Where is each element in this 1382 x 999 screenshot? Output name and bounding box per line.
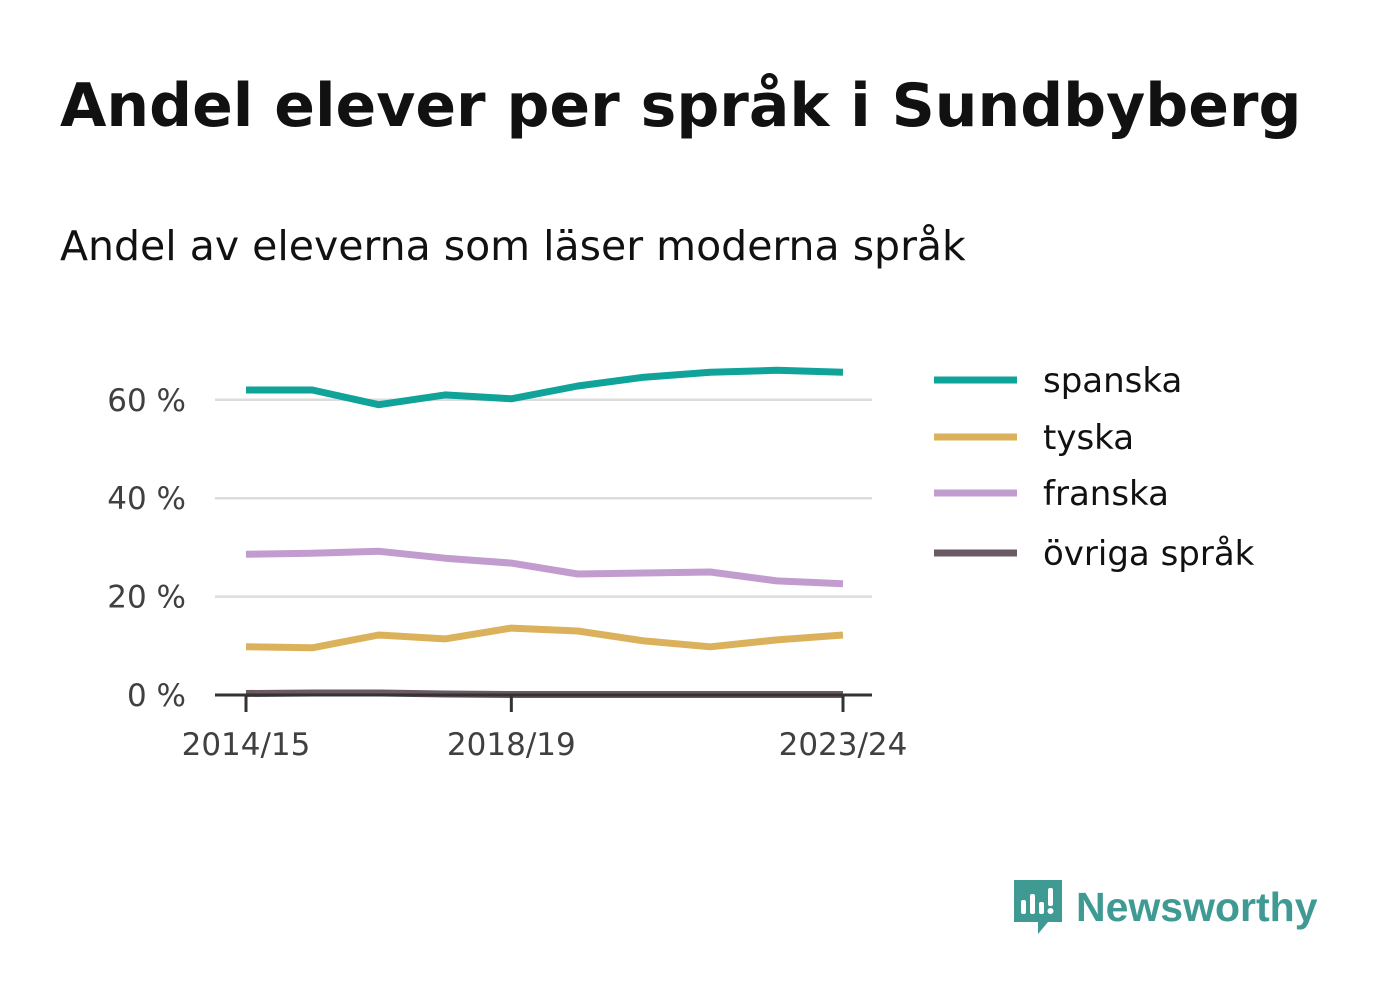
x-tick-label: 2023/24	[779, 727, 908, 763]
x-tick-label: 2014/15	[182, 727, 311, 763]
legend-label: franska	[1043, 474, 1169, 514]
y-tick-label: 60 %	[107, 383, 186, 419]
newsworthy-logo-icon	[1014, 880, 1062, 934]
chart-title: Andel elever per språk i Sundbyberg	[60, 71, 1302, 141]
series-line-tyska	[245, 624, 844, 652]
grid-lines	[215, 398, 872, 598]
legend: spanska tyska franska övriga språk	[934, 361, 1255, 574]
series-line-spanska	[246, 366, 844, 409]
newsworthy-logo: Newsworthy	[1010, 876, 1318, 938]
x-axis: 2014/15 2018/19 2023/24	[182, 693, 908, 763]
y-tick-label: 40 %	[107, 481, 186, 517]
newsworthy-logo-text: Newsworthy	[1076, 883, 1318, 930]
y-tick-label: 0 %	[127, 678, 186, 714]
series-lines	[245, 366, 844, 698]
legend-label: tyska	[1043, 418, 1134, 458]
legend-label: spanska	[1043, 361, 1182, 401]
chart-subtitle: Andel av eleverna som läser moderna språ…	[60, 222, 966, 270]
legend-label: övriga språk	[1043, 534, 1255, 574]
y-axis-tick-labels: 0 % 20 % 40 % 60 %	[107, 383, 186, 714]
x-tick-label: 2018/19	[447, 727, 576, 763]
y-tick-label: 20 %	[107, 580, 186, 616]
series-line-franska	[245, 547, 844, 588]
